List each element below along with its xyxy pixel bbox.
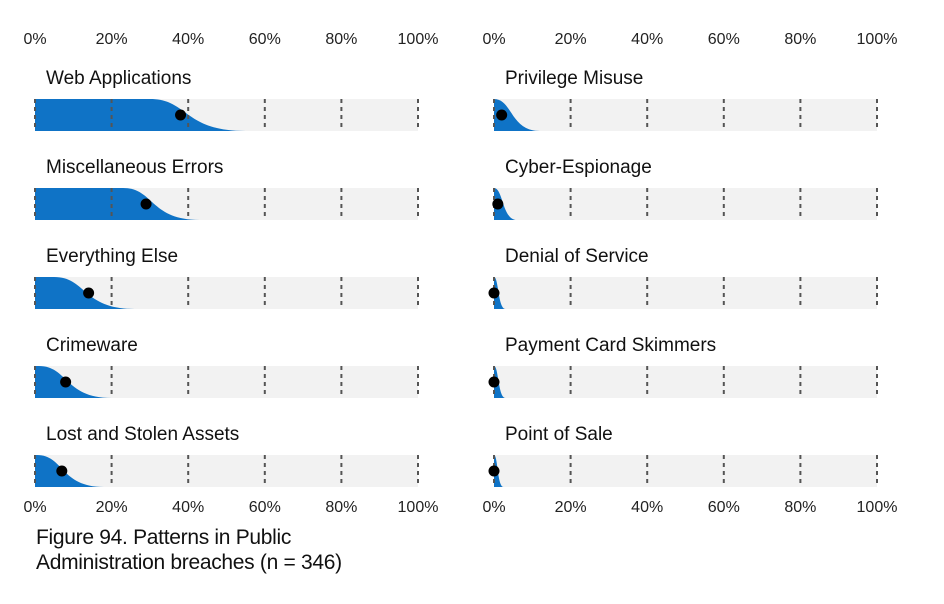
point-estimate-cyber-espionage xyxy=(492,198,504,210)
track-background-cyber-espionage xyxy=(494,188,877,220)
track-background-payment-card-skimmers xyxy=(494,366,877,398)
tick-label-top-left-100: 100% xyxy=(398,31,439,48)
tick-label-bottom-left-60: 60% xyxy=(249,499,281,516)
tick-label-bottom-left-0: 0% xyxy=(23,499,46,516)
figure-caption-line-2: Administration breaches (n = 346) xyxy=(36,551,342,574)
panel-title-point-of-sale: Point of Sale xyxy=(505,424,613,445)
tick-label-top-left-60: 60% xyxy=(249,31,281,48)
panel-title-lost-and-stolen-assets: Lost and Stolen Assets xyxy=(46,424,239,445)
tick-label-bottom-right-20: 20% xyxy=(555,499,587,516)
distribution-area-web-applications xyxy=(35,99,246,131)
tick-label-top-right-60: 60% xyxy=(708,31,740,48)
track-background-crimeware xyxy=(35,366,418,398)
point-estimate-point-of-sale xyxy=(488,465,500,477)
breach-patterns-chart: 0% 0% 20% 20% 40% 40% 60% 60% 80% 80% 100% 100% 0% 0%… xyxy=(23,31,898,516)
distribution-area-miscellaneous-errors xyxy=(35,188,200,220)
distribution-area-denial-of-service xyxy=(494,277,506,309)
distribution-area-cyber-espionage xyxy=(494,188,517,220)
panel-title-crimeware: Crimeware xyxy=(46,335,138,356)
tick-label-bottom-left-80: 80% xyxy=(325,499,357,516)
point-estimate-lost-and-stolen-assets xyxy=(56,465,68,477)
track-background-lost-and-stolen-assets xyxy=(35,455,418,487)
panel-title-payment-card-skimmers: Payment Card Skimmers xyxy=(505,335,716,356)
panel-title-everything-else: Everything Else xyxy=(46,246,178,267)
track-background-privilege-misuse xyxy=(494,99,877,131)
tick-label-bottom-left-100: 100% xyxy=(398,499,439,516)
tick-label-top-right-20: 20% xyxy=(555,31,587,48)
point-estimate-crimeware xyxy=(60,376,72,388)
distribution-area-payment-card-skimmers xyxy=(494,366,506,398)
point-estimate-web-applications xyxy=(175,109,187,121)
tick-label-top-right-40: 40% xyxy=(631,31,663,48)
panel-title-cyber-espionage: Cyber-Espionage xyxy=(505,157,652,178)
panel-title-web-applications: Web Applications xyxy=(46,68,191,89)
point-estimate-everything-else xyxy=(83,287,95,299)
point-estimate-payment-card-skimmers xyxy=(488,376,500,388)
distribution-area-point-of-sale xyxy=(494,455,504,487)
track-background-point-of-sale xyxy=(494,455,877,487)
tick-label-top-left-20: 20% xyxy=(96,31,128,48)
tick-label-top-right-100: 100% xyxy=(857,31,898,48)
tick-label-bottom-right-0: 0% xyxy=(482,499,505,516)
tick-label-bottom-right-80: 80% xyxy=(784,499,816,516)
distribution-area-privilege-misuse xyxy=(494,99,540,131)
tick-label-top-right-80: 80% xyxy=(784,31,816,48)
figure-caption: Figure 94. Patterns in Public Administra… xyxy=(36,525,342,575)
figure-caption-line-1: Figure 94. Patterns in Public xyxy=(36,526,292,549)
tick-label-top-left-80: 80% xyxy=(325,31,357,48)
tick-label-top-right-0: 0% xyxy=(482,31,505,48)
tick-label-bottom-left-20: 20% xyxy=(96,499,128,516)
distribution-area-crimeware xyxy=(35,366,112,398)
tick-label-bottom-right-40: 40% xyxy=(631,499,663,516)
tick-label-bottom-right-100: 100% xyxy=(857,499,898,516)
panel-title-denial-of-service: Denial of Service xyxy=(505,246,649,267)
track-background-denial-of-service xyxy=(494,277,877,309)
tick-label-bottom-right-60: 60% xyxy=(708,499,740,516)
panel-title-privilege-misuse: Privilege Misuse xyxy=(505,68,643,89)
point-estimate-privilege-misuse xyxy=(496,109,508,121)
tick-label-top-left-40: 40% xyxy=(172,31,204,48)
panel-title-miscellaneous-errors: Miscellaneous Errors xyxy=(46,157,223,178)
distribution-area-lost-and-stolen-assets xyxy=(35,455,104,487)
tick-label-bottom-left-40: 40% xyxy=(172,499,204,516)
point-estimate-denial-of-service xyxy=(488,287,500,299)
point-estimate-miscellaneous-errors xyxy=(140,198,152,210)
tick-label-top-left-0: 0% xyxy=(23,31,46,48)
